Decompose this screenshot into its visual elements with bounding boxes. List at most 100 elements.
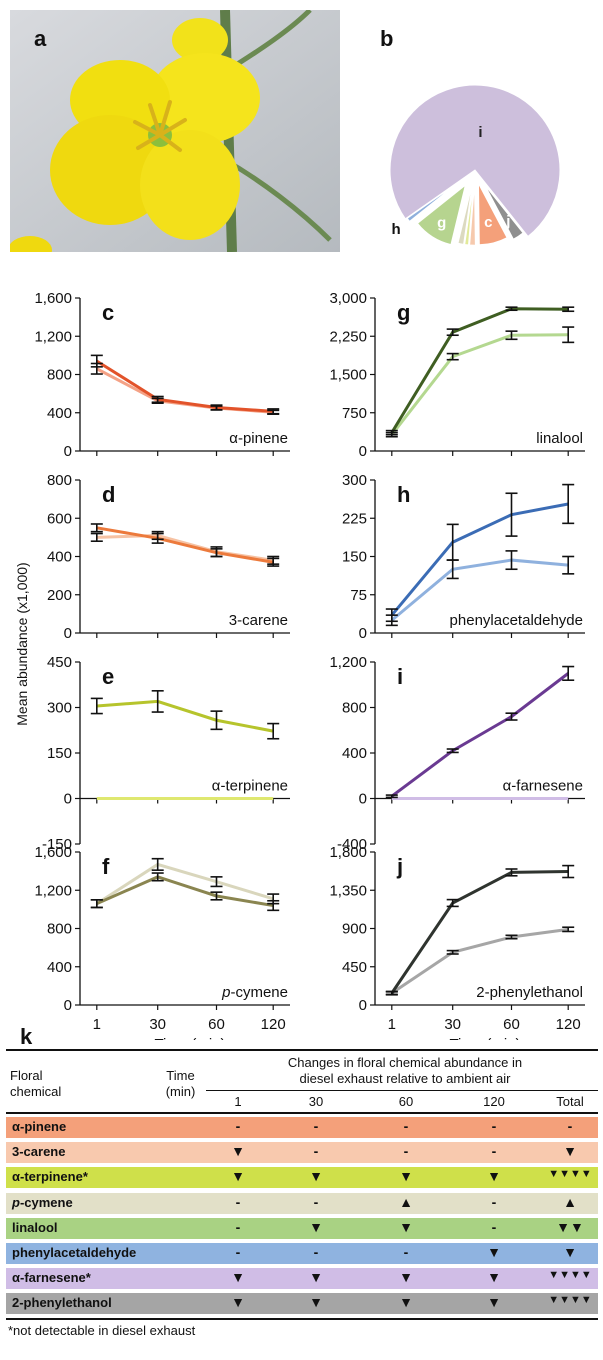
row-chemical-name: phenylacetaldehyde xyxy=(12,1245,137,1260)
table-row: linalool - ▼ ▼ - ▼▼ xyxy=(6,1217,598,1239)
col-header-120: 120 xyxy=(483,1094,505,1109)
panel-letter-c: c xyxy=(102,300,114,325)
line-charts: 04008001,2001,600cα-pinene07501,5002,250… xyxy=(34,290,585,1040)
ytick-label: 150 xyxy=(47,745,72,762)
row-cell: - xyxy=(313,1143,319,1160)
series-line-j xyxy=(390,927,569,995)
ytick-label: 400 xyxy=(47,959,72,976)
row-chemical-name: 3-carene xyxy=(12,1144,66,1160)
panel-i: -400 0 400 800 1,200 i α-farnesene xyxy=(329,654,585,853)
row-cell: ▼ xyxy=(399,1218,413,1235)
ytick-label: 800 xyxy=(47,367,72,384)
header-bottom-rule xyxy=(6,1112,598,1114)
header-group-line2: diesel exhaust relative to ambient air xyxy=(299,1071,511,1086)
row-cell: ▼ xyxy=(309,1269,323,1286)
ytick-label: 1,600 xyxy=(34,290,72,307)
ytick-label: 0 xyxy=(64,791,72,808)
panel-f: 0 400 800 1,200 1,600 f p-cymene 1 30 60 120 Time (… xyxy=(34,844,290,1040)
xtick-label: 120 xyxy=(556,1016,581,1033)
row-cell: - xyxy=(567,1118,573,1134)
col-header-time: Time (min) xyxy=(165,1068,196,1099)
series-line-f xyxy=(95,862,274,905)
ytick-label: -400 xyxy=(337,836,367,853)
pie-slice-i xyxy=(389,84,561,238)
pie-slice-d xyxy=(469,183,476,246)
series-line-i xyxy=(390,672,570,798)
row-cell: ▼ xyxy=(487,1168,501,1185)
col-header-30: 30 xyxy=(308,1094,324,1109)
compound-label-i: α-farnesene xyxy=(503,778,583,795)
row-cell: ▼▼▼▼ xyxy=(548,1269,592,1282)
xtick-label: 60 xyxy=(208,1016,225,1033)
compound-label-f: p-cymene xyxy=(221,984,288,1001)
ytick-label: 800 xyxy=(342,700,367,717)
pie-label-d: d xyxy=(467,259,476,260)
xtick-label: 30 xyxy=(444,1016,461,1033)
table-row: p-cymene - - ▲ - ▲ xyxy=(6,1192,598,1214)
ytick-label: 800 xyxy=(47,921,72,938)
xtick-label: 60 xyxy=(503,1016,520,1033)
table-row: phenylacetaldehyde - - - ▼ ▼ xyxy=(6,1243,598,1264)
xtick-label: 1 xyxy=(93,1016,101,1033)
compound-label-c: α-pinene xyxy=(229,430,288,447)
compound-label-d: 3-carene xyxy=(229,612,288,629)
ytick-label: 225 xyxy=(342,510,367,527)
row-cell: ▼ xyxy=(309,1218,323,1235)
ytick-label: 400 xyxy=(342,745,367,762)
pie-slice-f xyxy=(457,183,473,245)
panel-letter-g: g xyxy=(397,300,410,325)
panel-letter-i: i xyxy=(397,664,403,689)
table-row: 2-phenylethanol ▼ ▼ ▼ ▼ ▼▼▼▼ xyxy=(6,1293,598,1315)
row-cell: ▼ xyxy=(309,1294,323,1311)
pie-slice-c xyxy=(477,183,508,246)
row-cell: - xyxy=(313,1193,319,1210)
pie-slice-g xyxy=(416,183,467,246)
panel-label-a: a xyxy=(34,26,47,51)
row-chemical-name: α-pinene xyxy=(12,1119,67,1134)
row-cell: - xyxy=(403,1244,409,1260)
ytick-label: 75 xyxy=(350,587,367,604)
compound-label-e: α-terpinene xyxy=(212,778,288,795)
ytick-label: 1,200 xyxy=(329,654,367,671)
ytick-label: 0 xyxy=(359,791,367,808)
ytick-label: -150 xyxy=(42,836,72,853)
row-cell: ▼ xyxy=(231,1294,245,1311)
ytick-label: 300 xyxy=(342,472,367,489)
row-cell: - xyxy=(313,1118,319,1134)
ytick-label: 1,200 xyxy=(34,328,72,345)
series-line-e xyxy=(96,699,274,733)
series-line-f xyxy=(96,875,274,908)
panel-h: 0 75 150 225 300 h phenylacetaldehyde xyxy=(342,472,585,642)
x-axis-label: Time (min) xyxy=(154,1036,225,1040)
ytick-label: 1,200 xyxy=(34,882,72,899)
row-cell: ▼ xyxy=(399,1294,413,1311)
panel-letter-h: h xyxy=(397,482,410,507)
row-cell: ▼ xyxy=(399,1168,413,1185)
ytick-label: 450 xyxy=(342,959,367,976)
row-cell: - xyxy=(313,1244,319,1260)
panel-j: 0 450 900 1,350 1,800 j 2-phenylethanol 1 30 60 12… xyxy=(329,844,585,1040)
xtick-label: 30 xyxy=(149,1016,166,1033)
series-line-h xyxy=(390,502,569,617)
row-cell: ▼ xyxy=(231,1168,245,1185)
panel-letter-e: e xyxy=(102,664,114,689)
series-line-g xyxy=(390,333,569,436)
row-cell: ▼▼▼▼ xyxy=(548,1294,592,1307)
pie-slice-j xyxy=(484,184,524,240)
pie-label-g: g xyxy=(437,214,446,231)
pie-label-e: e xyxy=(460,255,468,260)
header-group-line1: Changes in floral chemical abundance in xyxy=(287,1055,523,1070)
ytick-label: 0 xyxy=(359,625,367,642)
ytick-label: 150 xyxy=(342,549,367,566)
ytick-label: 900 xyxy=(342,921,367,938)
panel-label-k: k xyxy=(20,1024,33,1049)
ytick-label: 400 xyxy=(47,549,72,566)
compound-label-g: linalool xyxy=(536,430,583,447)
xtick-label: 1 xyxy=(388,1016,396,1033)
series-line-g xyxy=(390,307,569,434)
row-cell: ▲ xyxy=(563,1193,577,1210)
col-header-60: 60 xyxy=(398,1094,414,1109)
row-cell: ▼ xyxy=(487,1269,501,1286)
table-row: 3-carene ▼ - - - ▼ xyxy=(6,1142,598,1164)
ytick-label: 200 xyxy=(47,587,72,604)
